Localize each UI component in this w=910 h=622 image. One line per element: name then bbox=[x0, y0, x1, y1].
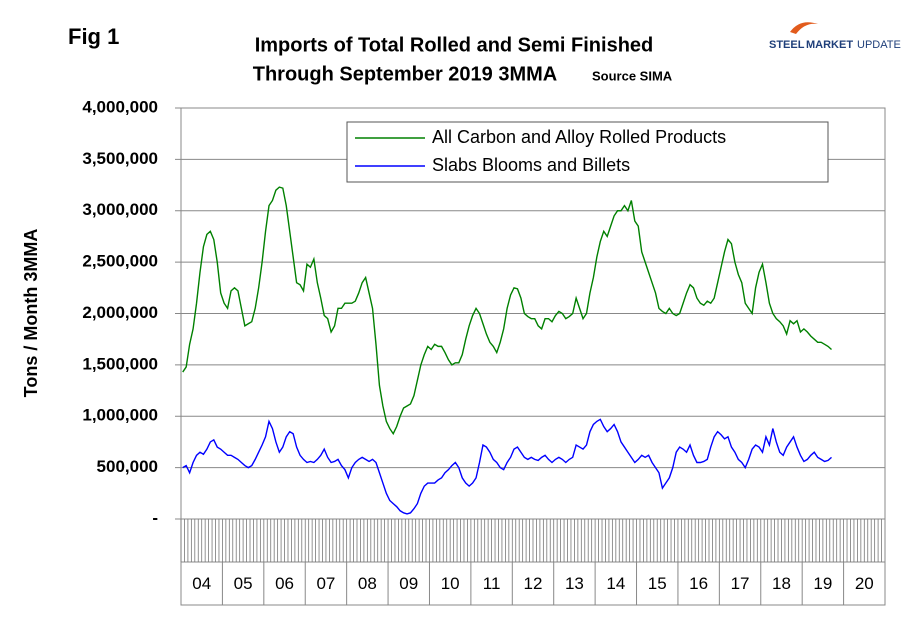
legend-label: All Carbon and Alloy Rolled Products bbox=[432, 127, 726, 147]
y-tick-label: 2,500,000 bbox=[82, 252, 158, 271]
logo-text: MARKET bbox=[806, 39, 853, 51]
y-tick-label: 2,000,000 bbox=[82, 303, 158, 322]
x-tick-label: 20 bbox=[855, 574, 874, 593]
logo-text: STEEL bbox=[769, 39, 805, 51]
x-tick-label: 15 bbox=[648, 574, 667, 593]
x-tick-label: 06 bbox=[275, 574, 294, 593]
x-tick-label: 09 bbox=[399, 574, 418, 593]
x-tick-label: 13 bbox=[565, 574, 584, 593]
chart-title: Through September 2019 3MMA bbox=[253, 63, 558, 85]
y-tick-label: 4,000,000 bbox=[82, 97, 158, 116]
logo: STEEL MARKET UPDATE bbox=[769, 22, 901, 51]
y-tick-label: 3,000,000 bbox=[82, 200, 158, 219]
legend-box bbox=[346, 121, 829, 183]
figure-label: Fig 1 bbox=[68, 24, 119, 49]
x-tick-label: 12 bbox=[524, 574, 543, 593]
y-tick-label: - bbox=[152, 508, 158, 527]
x-tick-label: 14 bbox=[606, 574, 625, 593]
x-tick-label: 18 bbox=[772, 574, 791, 593]
series-line bbox=[182, 418, 832, 515]
x-tick-label: 17 bbox=[731, 574, 750, 593]
x-tick-label: 19 bbox=[813, 574, 832, 593]
x-tick-label: 10 bbox=[441, 574, 460, 593]
y-tick-label: 3,500,000 bbox=[82, 149, 158, 168]
legend-label: Slabs Blooms and Billets bbox=[432, 155, 630, 175]
x-tick-label: 05 bbox=[234, 574, 253, 593]
x-tick-label: 16 bbox=[689, 574, 708, 593]
logo-text: UPDATE bbox=[857, 39, 901, 51]
chart-source: Source SIMA bbox=[592, 68, 673, 83]
x-tick-label: 04 bbox=[192, 574, 211, 593]
y-axis-label: Tons / Month 3MMA bbox=[21, 229, 41, 398]
series-line bbox=[182, 186, 832, 436]
x-tick-label: 11 bbox=[483, 574, 501, 593]
y-tick-label: 1,000,000 bbox=[82, 406, 158, 425]
logo-swoosh bbox=[790, 22, 818, 34]
y-tick-label: 500,000 bbox=[97, 457, 158, 476]
x-tick-label: 08 bbox=[358, 574, 377, 593]
x-tick-label: 07 bbox=[316, 574, 335, 593]
y-tick-label: 1,500,000 bbox=[82, 354, 158, 373]
chart-title: Imports of Total Rolled and Semi Finishe… bbox=[255, 34, 654, 56]
legend: All Carbon and Alloy Rolled Products Slab… bbox=[346, 121, 829, 183]
